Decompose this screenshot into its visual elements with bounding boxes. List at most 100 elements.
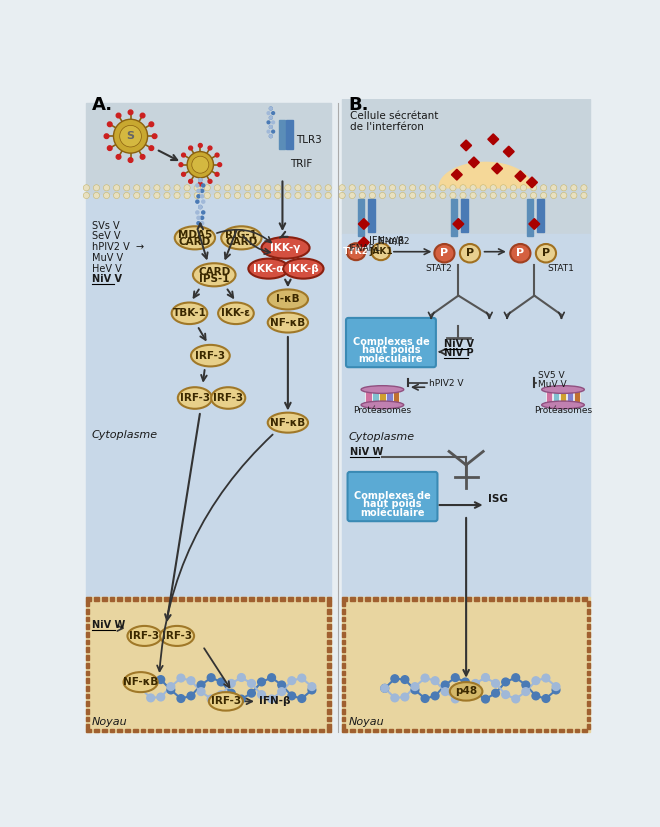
Bar bbox=[366, 390, 372, 405]
Text: IRF-3: IRF-3 bbox=[162, 631, 192, 641]
Polygon shape bbox=[461, 140, 471, 151]
Polygon shape bbox=[515, 171, 526, 182]
Bar bbox=[513, 729, 517, 732]
Text: STAT2: STAT2 bbox=[426, 264, 453, 273]
Circle shape bbox=[137, 685, 145, 692]
Bar bbox=[226, 597, 230, 600]
Bar bbox=[587, 663, 590, 667]
Circle shape bbox=[199, 182, 202, 186]
Polygon shape bbox=[504, 146, 514, 157]
Circle shape bbox=[201, 194, 204, 198]
Circle shape bbox=[550, 184, 557, 191]
Circle shape bbox=[123, 184, 130, 191]
Circle shape bbox=[581, 193, 587, 198]
Bar bbox=[327, 717, 331, 721]
Circle shape bbox=[149, 146, 154, 151]
Circle shape bbox=[114, 119, 148, 153]
Ellipse shape bbox=[178, 387, 212, 409]
Bar bbox=[327, 624, 331, 629]
Text: S: S bbox=[127, 131, 135, 141]
Circle shape bbox=[339, 184, 345, 191]
Bar bbox=[265, 729, 269, 732]
Bar bbox=[86, 601, 90, 606]
Circle shape bbox=[561, 193, 567, 198]
Circle shape bbox=[108, 122, 112, 127]
Bar bbox=[86, 724, 90, 729]
Circle shape bbox=[561, 184, 567, 191]
Circle shape bbox=[500, 184, 506, 191]
Bar bbox=[86, 701, 90, 706]
Bar bbox=[265, 597, 269, 600]
Circle shape bbox=[531, 184, 537, 191]
Circle shape bbox=[257, 691, 265, 699]
Bar bbox=[327, 597, 331, 600]
Circle shape bbox=[470, 184, 477, 191]
Ellipse shape bbox=[248, 259, 288, 279]
Circle shape bbox=[196, 211, 199, 214]
Circle shape bbox=[217, 691, 225, 699]
Polygon shape bbox=[358, 218, 369, 229]
Bar bbox=[435, 597, 440, 600]
Circle shape bbox=[268, 674, 275, 681]
Bar bbox=[125, 597, 130, 600]
Bar bbox=[172, 597, 176, 600]
Ellipse shape bbox=[160, 626, 194, 646]
Bar bbox=[459, 729, 463, 732]
Bar bbox=[574, 390, 580, 405]
Bar bbox=[443, 729, 447, 732]
Bar bbox=[133, 729, 137, 732]
Ellipse shape bbox=[346, 243, 366, 261]
Circle shape bbox=[208, 179, 212, 184]
Circle shape bbox=[197, 217, 200, 219]
Circle shape bbox=[83, 184, 90, 191]
Circle shape bbox=[272, 121, 275, 124]
Circle shape bbox=[381, 685, 389, 692]
Circle shape bbox=[520, 184, 527, 191]
Bar bbox=[520, 729, 525, 732]
Bar bbox=[397, 597, 401, 600]
Circle shape bbox=[284, 184, 291, 191]
Bar bbox=[94, 597, 99, 600]
Circle shape bbox=[552, 686, 560, 694]
Bar bbox=[86, 671, 90, 675]
Circle shape bbox=[542, 695, 550, 702]
Bar bbox=[342, 729, 346, 732]
Ellipse shape bbox=[542, 401, 584, 409]
Circle shape bbox=[196, 184, 199, 187]
Ellipse shape bbox=[123, 672, 158, 692]
Circle shape bbox=[199, 205, 202, 208]
Circle shape bbox=[431, 676, 439, 685]
Bar bbox=[141, 597, 145, 600]
Circle shape bbox=[201, 217, 204, 219]
Text: MuV V: MuV V bbox=[538, 380, 567, 390]
Circle shape bbox=[197, 189, 200, 193]
Text: SVs V: SVs V bbox=[92, 221, 119, 231]
Circle shape bbox=[248, 680, 255, 687]
Bar bbox=[443, 597, 447, 600]
Bar bbox=[288, 597, 292, 600]
Bar bbox=[536, 597, 541, 600]
Circle shape bbox=[471, 690, 479, 697]
Bar bbox=[342, 709, 345, 714]
Circle shape bbox=[255, 193, 261, 198]
Bar bbox=[172, 729, 176, 732]
Circle shape bbox=[234, 184, 241, 191]
Ellipse shape bbox=[542, 385, 584, 394]
Bar bbox=[257, 729, 261, 732]
Circle shape bbox=[133, 193, 140, 198]
Polygon shape bbox=[488, 134, 499, 145]
Circle shape bbox=[157, 693, 164, 700]
Circle shape bbox=[104, 193, 110, 198]
Bar bbox=[342, 678, 345, 683]
Text: haut poids: haut poids bbox=[363, 500, 422, 509]
Bar bbox=[319, 729, 323, 732]
Ellipse shape bbox=[191, 345, 230, 366]
Circle shape bbox=[255, 184, 261, 191]
Circle shape bbox=[471, 680, 479, 687]
Text: IFNAR1: IFNAR1 bbox=[348, 244, 381, 253]
Bar bbox=[587, 624, 590, 629]
Ellipse shape bbox=[460, 244, 480, 262]
Bar bbox=[404, 729, 409, 732]
Bar bbox=[86, 195, 331, 597]
Bar bbox=[389, 729, 393, 732]
